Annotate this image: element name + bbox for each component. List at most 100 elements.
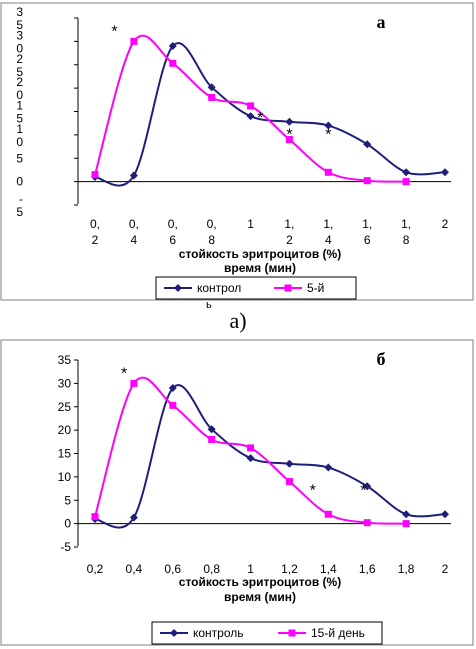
panel1-y-tick-label: 1	[16, 122, 23, 136]
panel1-y-tick-label: 5	[16, 112, 23, 126]
panel1-frame	[0, 2, 474, 301]
panel2-legend-label-1: контроль	[193, 626, 244, 640]
panel2-y-tick-label: 10	[58, 470, 72, 484]
panel1-x-axis-title-2: время (мин)	[224, 261, 296, 275]
panel1-legend-label-2: 5-й	[307, 281, 324, 295]
panel1-x-tick-label: 1,	[401, 217, 411, 231]
panel2-y-tick-label: 25	[58, 400, 72, 414]
panel1-x-tick-label: 6	[364, 233, 371, 247]
panel2-point-experimental	[285, 478, 293, 486]
panel1-x-tick-label: 1,	[284, 217, 294, 231]
panel2-x-tick-label: 0,4	[126, 562, 143, 576]
panel2-point-experimental	[130, 379, 138, 387]
panel1-point-experimental	[169, 59, 177, 67]
panel1-y-tick-label: 2	[16, 75, 23, 89]
panel2-point-experimental	[208, 435, 216, 443]
panel1-x-tick-label: 1,	[323, 217, 333, 231]
panel2-y-tick-label: 0	[64, 517, 71, 531]
panel2-legend-marker-2	[288, 629, 296, 637]
panel2-series-line-1	[94, 384, 446, 529]
panel2-point-control	[246, 454, 255, 463]
panel1-y-tick-label: 5	[16, 205, 23, 219]
panel1-x-tick-label: 4	[131, 233, 138, 247]
panel2-legend-label-2: 15-й день	[311, 626, 365, 640]
panel1-point-experimental	[91, 171, 99, 179]
panel2-point-control	[402, 510, 411, 519]
panel1-significance-mark: *	[257, 110, 263, 127]
panel2-point-control	[207, 425, 216, 434]
panel1-y-tick-label: 2	[16, 52, 23, 66]
panel1-point-control	[402, 168, 411, 177]
panel2-point-control	[285, 459, 294, 468]
panel1-x-tick-label: 0,	[90, 217, 100, 231]
panel2-significance-mark: *	[310, 483, 316, 500]
panel1-y-tick-label: 1	[16, 99, 23, 113]
panel2-x-tick-label: 1,8	[398, 562, 415, 576]
panel2-x-tick-label: 0,2	[87, 562, 104, 576]
panel1-point-experimental	[247, 102, 255, 110]
panel2-y-tick-label: 35	[58, 353, 72, 367]
panel2-point-experimental	[247, 444, 255, 452]
panel1-x-tick-label: 8	[403, 233, 410, 247]
panel1-x-tick-label: 1,	[362, 217, 372, 231]
panel1-y-tick-label: 0	[16, 41, 23, 55]
panel1-legend-label-1: контрол	[197, 281, 241, 295]
panel2-panel-label: б	[377, 349, 386, 369]
panel2-y-tick-label: 20	[58, 423, 72, 437]
panel1-panel-label: а	[377, 12, 386, 32]
panel1-x-tick-label: 4	[325, 233, 332, 247]
panel1-significance-mark: *	[111, 24, 117, 41]
panel1-y-tick-label: 0	[16, 88, 23, 102]
panel2-x-tick-label: 0,6	[164, 562, 181, 576]
panel1-point-experimental	[363, 177, 371, 185]
panel1-significance-mark: *	[325, 127, 331, 144]
panel2-x-axis-title: стойкость эритроцитов (%)	[179, 575, 341, 589]
panel2-x-tick-label: 1,6	[359, 562, 376, 576]
panel1-significance-mark: *	[286, 127, 292, 144]
panel1-point-experimental	[130, 37, 138, 45]
panel2-point-control	[324, 463, 333, 472]
panel1-point-control	[207, 83, 216, 92]
panel1-point-control	[324, 121, 333, 130]
panel1-x-tick-label: 2	[92, 233, 99, 247]
panel2-significance-mark: *	[121, 366, 127, 383]
panel1-y-tick-label: 5	[16, 65, 23, 79]
panel2-y-tick-label: 5	[64, 493, 71, 507]
panel1-y-tick-label: 0	[16, 175, 23, 189]
panel2-point-experimental	[363, 519, 371, 527]
panel1-x-tick-label: 8	[208, 233, 215, 247]
panel1-legend-marker-1	[174, 284, 182, 292]
panel1-x-tick-label: 2	[442, 217, 449, 231]
panel1-y-tick-label: 0	[16, 135, 23, 149]
panel2-y-tick-label: 30	[58, 376, 72, 390]
panel2-x-axis-title-2: время (мин)	[224, 590, 296, 604]
panel1-point-experimental	[402, 178, 410, 186]
panel2-y-tick-label: -5	[60, 540, 71, 554]
panel2-frame	[0, 339, 474, 646]
panel1-y-tick-label: 3	[16, 28, 23, 42]
panel1-point-control	[246, 112, 255, 121]
panel1-point-control	[285, 117, 294, 126]
panel2-point-control	[363, 482, 372, 491]
panel1-point-control	[129, 171, 138, 180]
panel2-point-experimental	[324, 510, 332, 518]
panel2-point-experimental	[402, 520, 410, 528]
panel2-point-experimental	[169, 401, 177, 409]
panel2-x-tick-label: 1,4	[320, 562, 337, 576]
panel1-x-tick-label: 0,	[207, 217, 217, 231]
panel2-x-tick-label: 2	[442, 562, 449, 576]
panel1-point-experimental	[285, 136, 293, 144]
panel1-y-tick-label: 5	[16, 151, 23, 165]
panel2-x-tick-label: 0,8	[203, 562, 220, 576]
panel-separator-label: а)	[229, 308, 247, 333]
panel1-x-tick-label: 6	[169, 233, 176, 247]
panel1-y-tick-label: 3	[16, 5, 23, 19]
panel2-point-control	[168, 384, 177, 393]
panel1-point-control	[441, 168, 449, 177]
panel1-x-tick-label: 2	[286, 233, 293, 247]
panel2-legend-marker-1	[170, 629, 178, 637]
panel2-significance-mark: *	[360, 483, 366, 500]
panel1-legend-marker-2	[284, 284, 292, 292]
panel2-x-tick-label: 1	[247, 562, 254, 576]
